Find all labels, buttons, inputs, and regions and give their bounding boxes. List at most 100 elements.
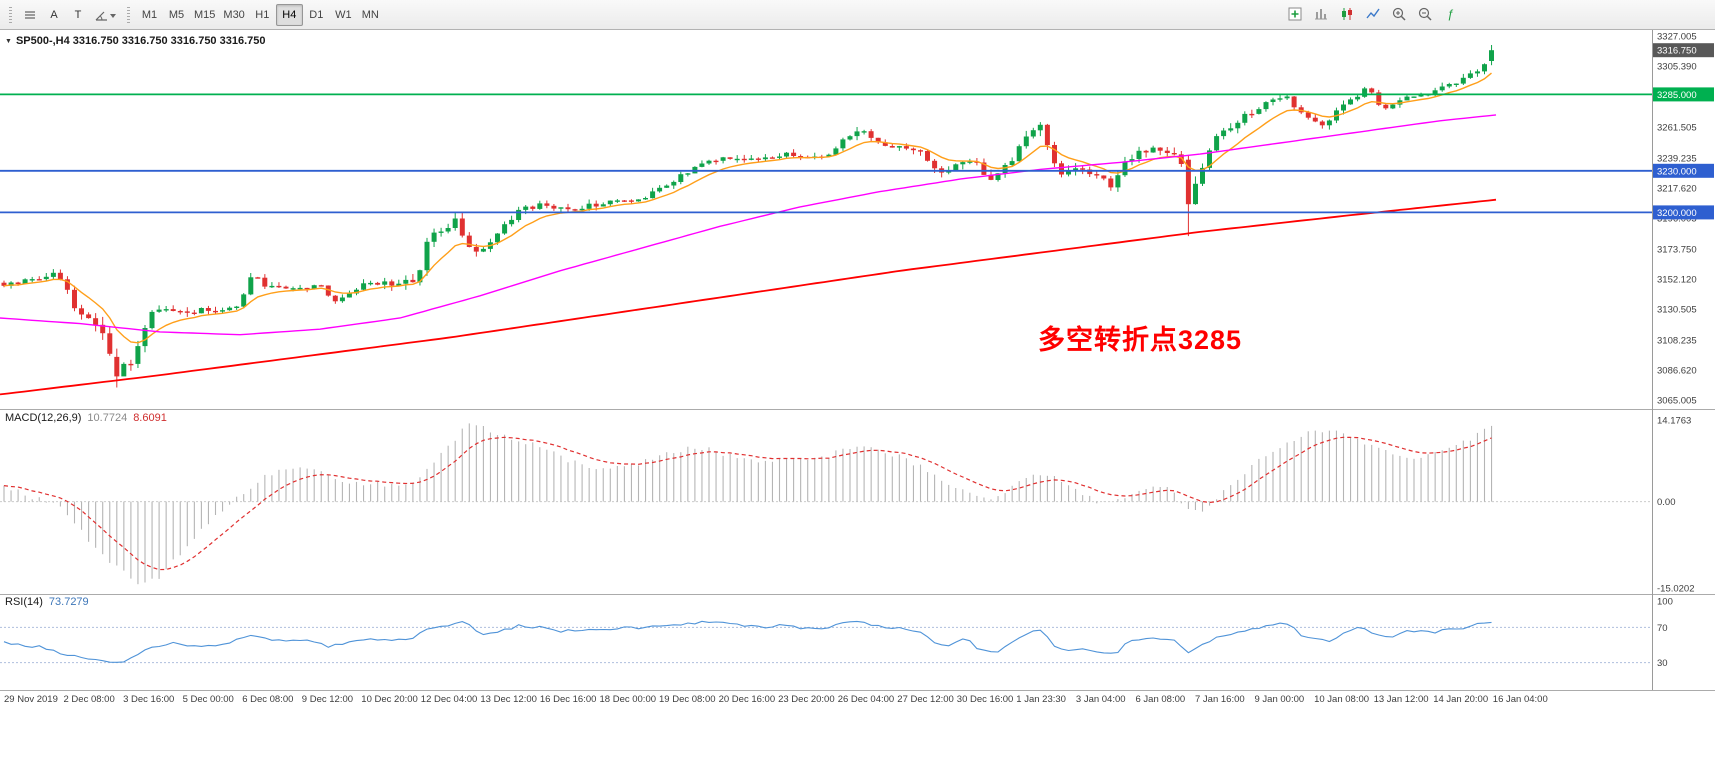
price-badge-label: 3230.000 — [1657, 166, 1697, 177]
time-axis-label: 18 Dec 00:00 — [600, 694, 657, 705]
time-axis-label: 1 Jan 23:30 — [1016, 694, 1066, 705]
macd-signal-value: 8.6091 — [133, 412, 167, 424]
axis-tick-label: 3108.235 — [1657, 335, 1697, 346]
time-axis-label: 13 Jan 12:00 — [1374, 694, 1429, 705]
time-axis-label: 2 Dec 08:00 — [64, 694, 115, 705]
angle-icon — [95, 11, 107, 21]
time-axis-label: 9 Jan 00:00 — [1255, 694, 1305, 705]
time-axis-label: 27 Dec 12:00 — [897, 694, 954, 705]
timeframe-button-m30[interactable]: M30 — [219, 4, 248, 26]
symbol-ohlc-text: SP500-,H4 3316.750 3316.750 3316.750 331… — [15, 35, 266, 47]
rsi-panel — [0, 620, 1652, 664]
rsi-label: RSI(14) 73.7279 — [5, 596, 93, 608]
macd-panel — [0, 423, 1652, 585]
chart-annotation: 多空转折点3285 — [1038, 325, 1243, 355]
axis-tick-label: 3130.505 — [1657, 305, 1697, 316]
axis-tick-label: 0.00 — [1657, 497, 1676, 508]
toolbar-grip[interactable] — [9, 6, 12, 23]
price-badge-label: 3200.000 — [1657, 208, 1697, 219]
timeframe-group: M1 M5 M15 M30 H1 H4 D1 W1 MN — [136, 3, 384, 26]
axis-tick-label: 100 — [1657, 597, 1673, 608]
timeframe-button-mn[interactable]: MN — [357, 4, 384, 26]
axis-tick-label: 3065.005 — [1657, 396, 1697, 407]
time-axis-label: 6 Jan 08:00 — [1136, 694, 1186, 705]
time-axis-label: 16 Jan 04:00 — [1493, 694, 1548, 705]
chart-region[interactable]: 3327.0053305.3903283.7753261.5053239.235… — [0, 30, 1715, 779]
time-axis-label: 30 Dec 16:00 — [957, 694, 1014, 705]
price-badge-label: 3285.000 — [1657, 90, 1697, 101]
macd-name: MACD(12,26,9) — [5, 412, 82, 424]
time-axis-label: 9 Dec 12:00 — [302, 694, 353, 705]
macd-label: MACD(12,26,9) 10.7724 8.6091 — [5, 412, 171, 424]
timeframe-button-h4[interactable]: H4 — [275, 3, 303, 26]
axis-tick-label: 3305.390 — [1657, 62, 1697, 73]
ma-mid-line — [0, 114, 1497, 336]
svg-text:ƒ: ƒ — [1447, 7, 1454, 21]
line-chart-icon[interactable] — [1361, 3, 1385, 25]
time-axis-label: 6 Dec 08:00 — [242, 694, 293, 705]
rsi-value: 73.7279 — [48, 596, 89, 608]
time-axis-label: 20 Dec 16:00 — [719, 694, 776, 705]
time-axis-label: 13 Dec 12:00 — [480, 694, 537, 705]
axis-tick-label: 3086.620 — [1657, 366, 1697, 377]
axis-tick-label: 14.1763 — [1657, 416, 1691, 427]
indicators-icon[interactable]: ƒ — [1439, 3, 1463, 25]
text-tool-button[interactable]: A — [42, 4, 66, 26]
axis-tick-label: 3327.005 — [1657, 32, 1697, 43]
angle-tool-button[interactable] — [90, 4, 121, 26]
timeframe-button-m5[interactable]: M5 — [163, 4, 190, 26]
label-tool-button[interactable]: T — [66, 4, 90, 26]
time-axis-label: 10 Dec 20:00 — [361, 694, 418, 705]
timeframe-button-h1[interactable]: H1 — [249, 4, 276, 26]
chart-title: ▼ SP500-,H4 3316.750 3316.750 3316.750 3… — [5, 35, 270, 47]
time-axis-label: 29 Nov 2019 — [4, 694, 58, 705]
zoom-out-icon[interactable] — [1413, 3, 1437, 25]
bar-chart-icon[interactable] — [1309, 3, 1333, 25]
rsi-name: RSI(14) — [5, 596, 43, 608]
macd-main-value: 10.7724 — [87, 412, 128, 424]
zoom-in-icon[interactable] — [1387, 3, 1411, 25]
chart-tools-group: ƒ — [1283, 3, 1463, 25]
timeframe-button-w1[interactable]: W1 — [330, 4, 357, 26]
time-axis[interactable]: 29 Nov 2019 2 Dec 08:00 3 Dec 16:00 5 Dec 0… — [4, 694, 1548, 705]
price-badge-label: 3316.750 — [1657, 46, 1697, 57]
axis-tick-label: -15.0202 — [1657, 584, 1695, 595]
toolbar-grip[interactable] — [127, 6, 130, 23]
price-panel — [0, 45, 1652, 396]
axis-tick-label: 3217.620 — [1657, 184, 1697, 195]
rsi-line — [3, 620, 1492, 663]
time-axis-label: 16 Dec 16:00 — [540, 694, 597, 705]
menu-icon[interactable] — [18, 4, 42, 26]
price-badge — [1653, 205, 1714, 220]
timeframe-button-m15[interactable]: M15 — [190, 4, 219, 26]
time-axis-label: 3 Jan 04:00 — [1076, 694, 1126, 705]
chevron-down-icon — [110, 13, 116, 18]
timeframe-button-m1[interactable]: M1 — [136, 4, 163, 26]
new-order-icon[interactable] — [1283, 3, 1307, 25]
axis-tick-label: 3261.505 — [1657, 123, 1697, 134]
time-axis-label: 7 Jan 16:00 — [1195, 694, 1245, 705]
timeframe-button-d1[interactable]: D1 — [303, 4, 330, 26]
axis-tick-label: 3173.750 — [1657, 244, 1697, 255]
axis-tick-label: 70 — [1657, 623, 1668, 634]
price-axis[interactable]: 3327.0053305.3903283.7753261.5053239.235… — [1652, 30, 1715, 690]
menu-lines-icon — [25, 10, 35, 19]
candlestick-chart-icon[interactable] — [1335, 3, 1359, 25]
price-badge — [1653, 43, 1714, 58]
axis-tick-label: 30 — [1657, 658, 1668, 669]
time-axis-label: 14 Jan 20:00 — [1433, 694, 1488, 705]
candles-layer — [1, 45, 1494, 388]
time-axis-label: 5 Dec 00:00 — [183, 694, 234, 705]
time-axis-label: 23 Dec 20:00 — [778, 694, 835, 705]
collapse-icon[interactable]: ▼ — [5, 37, 12, 45]
chart-canvas[interactable]: 3327.0053305.3903283.7753261.5053239.235… — [0, 30, 1715, 779]
time-axis-label: 3 Dec 16:00 — [123, 694, 174, 705]
time-axis-label: 19 Dec 08:00 — [659, 694, 716, 705]
axis-tick-label: 3239.235 — [1657, 153, 1697, 164]
ma-slow-line — [0, 198, 1497, 396]
price-badge — [1653, 163, 1714, 178]
ma-fast-line — [3, 72, 1492, 344]
time-axis-label: 12 Dec 04:00 — [421, 694, 478, 705]
macd-signal-line — [3, 436, 1492, 571]
